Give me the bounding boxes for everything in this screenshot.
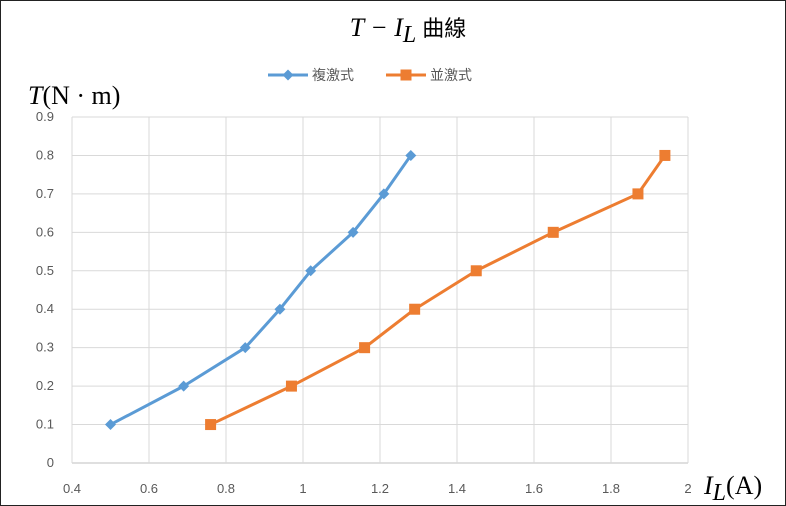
data-point	[178, 380, 190, 392]
data-point	[347, 226, 359, 238]
chart-title-main: T − I	[350, 13, 405, 42]
y-tick-label: 0.6	[36, 224, 54, 239]
series-2	[205, 149, 671, 431]
data-point	[359, 342, 371, 354]
data-point	[470, 265, 482, 277]
legend-label: 並激式	[430, 67, 472, 84]
legend-label: 複激式	[312, 67, 354, 84]
x-axis-unit: (A)	[726, 471, 762, 500]
y-tick-label: 0.8	[36, 147, 54, 162]
y-tick-label: 0.1	[36, 417, 54, 432]
x-tick-label: 1.4	[448, 481, 466, 496]
x-tick-label: 0.4	[63, 481, 81, 496]
x-tick-label: 1.2	[371, 481, 389, 496]
y-axis-symbol: T	[28, 81, 44, 110]
x-tick-label: 0.6	[140, 481, 158, 496]
series-line	[109, 154, 413, 426]
chart-title-sub: L	[402, 22, 416, 48]
x-tick-label: 1.6	[525, 481, 543, 496]
series-1	[105, 149, 417, 431]
y-tick-label: 0	[47, 455, 54, 470]
legend: 複激式 並激式	[268, 67, 472, 84]
y-tick-label: 0.9	[36, 109, 54, 124]
legend-marker	[400, 69, 412, 81]
x-tick-label: 1.8	[602, 481, 620, 496]
tick-labels: 0 0.1 0.2 0.3 0.4 0.5 0.6 0.7 0.8 0.9 0.4 0.6 0.8 1 1.…	[36, 109, 692, 496]
x-tick-label: 2	[684, 481, 691, 496]
data-point	[547, 226, 559, 238]
data-point	[274, 303, 286, 315]
data-point	[632, 188, 644, 200]
data-point	[378, 188, 390, 200]
series-group	[105, 149, 671, 431]
y-axis-unit: (N · m)	[42, 81, 120, 110]
data-point	[239, 342, 251, 354]
legend-marker	[282, 69, 294, 81]
y-axis-label: T(N · m)	[28, 81, 120, 110]
data-point	[105, 419, 116, 431]
data-point	[285, 380, 297, 392]
x-axis-symbol: I	[703, 471, 714, 500]
y-tick-label: 0.5	[36, 263, 54, 278]
chart-title-suffix: 曲線	[422, 17, 466, 42]
x-tick-label: 0.8	[217, 481, 235, 496]
x-axis-label: IL(A)	[703, 471, 762, 506]
chart-title: T − IL 曲線	[350, 13, 467, 48]
data-point	[405, 149, 417, 161]
y-tick-label: 0.4	[36, 301, 54, 316]
data-point	[305, 265, 317, 277]
y-tick-label: 0.7	[36, 186, 54, 201]
data-point	[205, 419, 217, 431]
x-axis-sub: L	[712, 480, 726, 506]
y-tick-label: 0.2	[36, 378, 54, 393]
data-point	[409, 303, 421, 315]
data-point	[659, 149, 671, 161]
y-tick-label: 0.3	[36, 340, 54, 355]
series-line	[209, 154, 667, 426]
x-tick-label: 1	[299, 481, 306, 496]
grid	[71, 116, 689, 464]
